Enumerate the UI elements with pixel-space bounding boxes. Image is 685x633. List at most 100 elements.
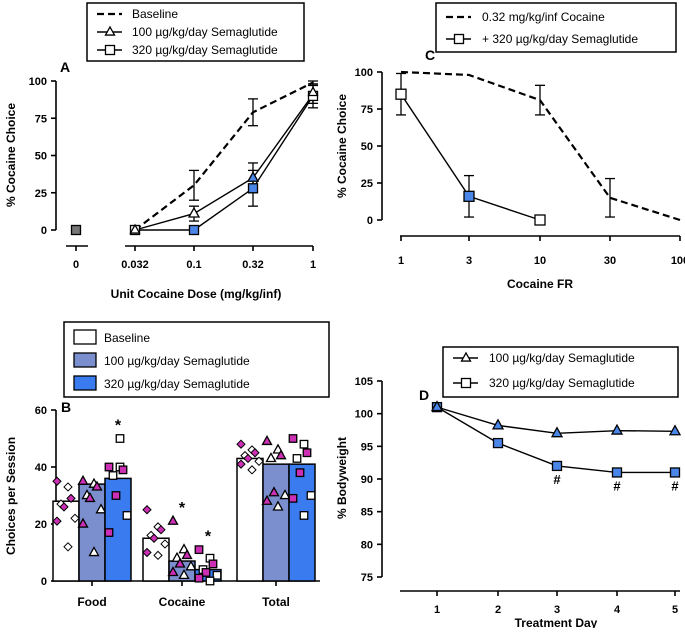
- y-tick-label: 25: [361, 178, 373, 190]
- x-tick-label: 30: [604, 255, 616, 267]
- significance-marker: *: [115, 418, 122, 435]
- dot-sema320: [208, 559, 218, 569]
- legend-marker-sema320: [104, 44, 116, 56]
- point-sema100: [491, 418, 505, 430]
- dot-baseline: [52, 476, 62, 486]
- point-sema100: [430, 400, 444, 412]
- y-tick-label: 60: [35, 405, 47, 417]
- dot-baseline: [160, 539, 170, 549]
- legend-marker-sema320: [460, 377, 472, 389]
- x-tick-label: 100: [671, 255, 685, 267]
- dot-baseline: [243, 453, 253, 464]
- dot-sema320: [104, 528, 114, 537]
- legend-frame: [63, 321, 330, 398]
- dot-sema100: [95, 503, 107, 514]
- point-sema320: [395, 88, 407, 100]
- point-sema100: [307, 86, 319, 97]
- legend-label-sema100: 100 µg/kg/day Semaglutide: [104, 354, 250, 368]
- legend-label-sema320: 320 µg/kg/day Semaglutide: [132, 43, 278, 57]
- y-tick-label: 85: [361, 507, 373, 519]
- point-baseline-0: [70, 224, 82, 236]
- y-tick-label: 0: [367, 215, 373, 227]
- panel-b: B 0 20 40 60 Choices per Session Food Cocaine To…: [4, 321, 330, 609]
- dot-sema320: [201, 568, 211, 577]
- y-tick-label: 80: [361, 539, 373, 551]
- point-sema320: [611, 467, 623, 478]
- bar-sema100: [262, 463, 290, 582]
- series-line-sema100: [134, 94, 314, 231]
- legend-label-sema320: 320 µg/kg/day Semaglutide: [489, 376, 635, 390]
- panel-label: D: [419, 387, 429, 403]
- x-tick-label: 10: [534, 255, 546, 267]
- point-sema100: [129, 223, 141, 234]
- y-axis-label: Choices per Session: [4, 437, 18, 555]
- dot-sema100: [178, 568, 190, 580]
- dot-baseline: [153, 550, 163, 561]
- dot-sema320: [111, 491, 121, 500]
- dot-sema320: [212, 570, 222, 580]
- legend-label-cocaine: 0.32 mg/kg/inf Cocaine: [482, 10, 605, 24]
- significance-marker: #: [553, 472, 561, 487]
- point-sema100: [550, 426, 564, 438]
- dot-sema100: [84, 491, 96, 503]
- bar-sema320: [288, 463, 316, 582]
- y-tick-label: 20: [35, 519, 47, 531]
- y-tick-label: 0: [41, 225, 47, 237]
- y-tick-label: 100: [355, 409, 373, 421]
- dot-sema320: [108, 471, 118, 480]
- panel-c: C 0 25 50 75 100 % Cocaine Choice 1 3 10 30 100 Coca…: [335, 2, 685, 291]
- y-tick-label: 0: [41, 576, 47, 588]
- dot-sema320: [194, 545, 204, 555]
- y-tick-label: 75: [361, 104, 373, 116]
- dot-sema100: [88, 546, 100, 557]
- dot-sema320: [292, 454, 302, 463]
- dot-sema100: [91, 480, 103, 491]
- dot-sema320: [299, 511, 309, 520]
- dot-baseline: [63, 542, 73, 552]
- x-tick-label: 3: [466, 255, 472, 267]
- dot-sema320: [288, 493, 298, 503]
- y-tick-label: 40: [35, 462, 47, 474]
- legend-label-sema100: 100 µg/kg/day Semaglutide: [132, 25, 278, 39]
- legend-label-baseline: Baseline: [104, 331, 150, 345]
- dot-sema100: [77, 474, 89, 485]
- dot-sema100: [174, 557, 186, 568]
- legend-marker-sema100: [460, 351, 472, 362]
- dot-sema100: [77, 517, 89, 528]
- x-tick-label: Total: [262, 595, 290, 609]
- dot-baseline: [236, 439, 246, 449]
- significance-marker: *: [205, 529, 212, 546]
- panel-label: C: [425, 47, 435, 63]
- y-tick-label: 75: [361, 572, 373, 584]
- legend-frame: [442, 346, 679, 398]
- x-tick-label: 3: [554, 604, 560, 616]
- y-axis-label: % Bodyweight: [335, 437, 349, 519]
- dot-sema320: [205, 576, 215, 586]
- series-line-baseline: [134, 81, 314, 231]
- series-line-sema320: [135, 95, 314, 231]
- dot-baseline: [254, 456, 264, 467]
- x-tick-label: 1: [398, 255, 404, 267]
- legend-label-baseline: Baseline: [132, 7, 178, 21]
- significance-marker: *: [179, 500, 186, 517]
- dot-baseline: [142, 505, 152, 515]
- panel-label: A: [60, 59, 70, 75]
- dot-sema320: [115, 434, 125, 443]
- y-tick-label: 100: [29, 76, 47, 88]
- legend-frame: [86, 2, 305, 62]
- dot-baseline: [250, 448, 260, 458]
- panel-d: D 75 80 85 90 95 100 105 % Bodyweight 1 2 3 4 5 Treatm…: [335, 346, 682, 630]
- x-tick-label: 0.1: [186, 259, 201, 271]
- x-tick-label: 0.32: [242, 259, 263, 271]
- dot-baseline: [52, 516, 62, 526]
- x-tick-label: 1: [434, 604, 440, 616]
- dot-baseline: [63, 482, 73, 492]
- point-sema100: [610, 423, 624, 435]
- x-axis-label: Cocaine FR: [507, 277, 573, 291]
- y-axis-label: % Cocaine Choice: [4, 103, 18, 207]
- y-tick-label: 50: [35, 151, 47, 163]
- x-tick-label: 0: [73, 259, 79, 271]
- point-sema320: [247, 183, 259, 194]
- y-tick-label: 105: [355, 376, 373, 388]
